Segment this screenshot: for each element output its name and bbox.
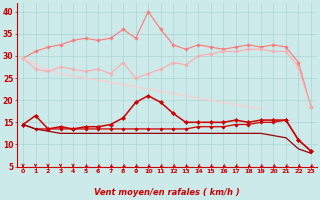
X-axis label: Vent moyen/en rafales ( km/h ): Vent moyen/en rafales ( km/h )	[94, 188, 240, 197]
